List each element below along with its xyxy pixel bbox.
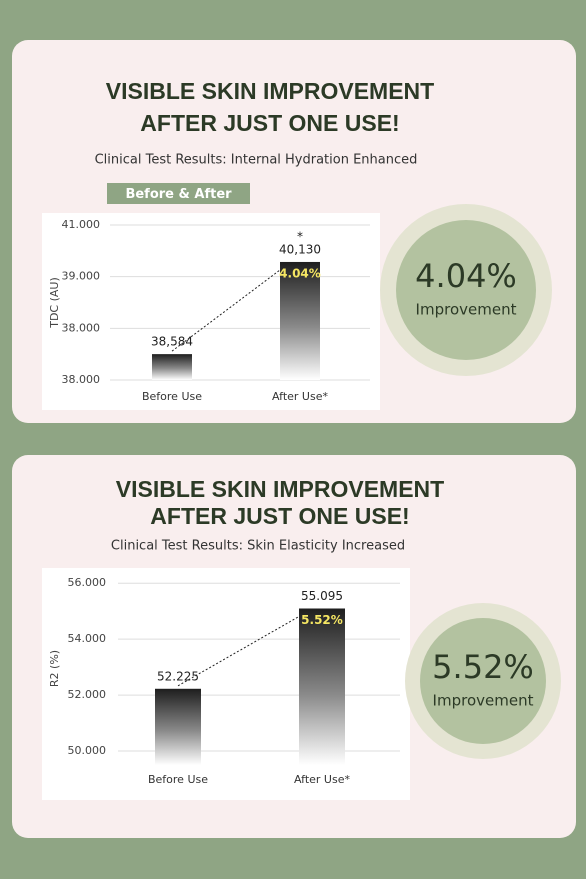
y-tick-label: 39.000 (62, 270, 101, 283)
data-label: 40,130 (279, 242, 321, 256)
y-axis-label: R2 (%) (48, 650, 61, 687)
plot-area (42, 213, 380, 410)
improvement-text: Improvement (416, 301, 517, 319)
x-tick-label: After Use* (294, 773, 350, 786)
bar-improvement: 5.52% (301, 613, 343, 627)
y-tick-label: 52.000 (68, 688, 107, 701)
plot-area (42, 568, 410, 800)
data-label: 38,584 (151, 335, 193, 349)
x-tick-label: Before Use (148, 773, 208, 786)
subtitle: Clinical Test Results: Skin Elasticity I… (111, 539, 405, 554)
improvement-value: 5.52% (432, 648, 534, 686)
bar (155, 688, 201, 765)
trend-line (177, 616, 300, 687)
y-tick-label: 41.000 (62, 218, 101, 231)
bar (152, 354, 192, 380)
y-tick-label: 50.000 (68, 744, 107, 757)
title: AFTER JUST ONE USE! (150, 503, 409, 529)
x-tick-label: After Use* (272, 390, 328, 403)
subtitle: Clinical Test Results: Internal Hydratio… (95, 153, 418, 168)
improvement-value: 4.04% (415, 257, 517, 295)
data-label: 52.225 (157, 669, 199, 683)
y-tick-label: 38.000 (62, 321, 101, 334)
badge (107, 183, 250, 204)
y-tick-label: 54.000 (68, 632, 107, 645)
circle-inner (420, 618, 546, 744)
badge-text: Before & After (125, 187, 232, 202)
bar (299, 608, 345, 765)
bar (280, 261, 320, 380)
annotation: * (297, 229, 303, 243)
bar-improvement: 4.04% (279, 266, 321, 280)
x-tick-label: Before Use (142, 390, 202, 403)
improvement-text: Improvement (433, 692, 534, 710)
data-label: 55.095 (301, 589, 343, 603)
circle-inner (396, 220, 536, 360)
y-tick-label: 56.000 (68, 576, 107, 589)
title: VISIBLE SKIN IMPROVEMENT (106, 78, 434, 104)
y-axis-label: TDC (AU) (48, 277, 61, 329)
y-tick-label: 38.000 (62, 373, 101, 386)
title: VISIBLE SKIN IMPROVEMENT (116, 476, 444, 502)
trend-line (171, 269, 281, 352)
title: AFTER JUST ONE USE! (140, 110, 399, 136)
